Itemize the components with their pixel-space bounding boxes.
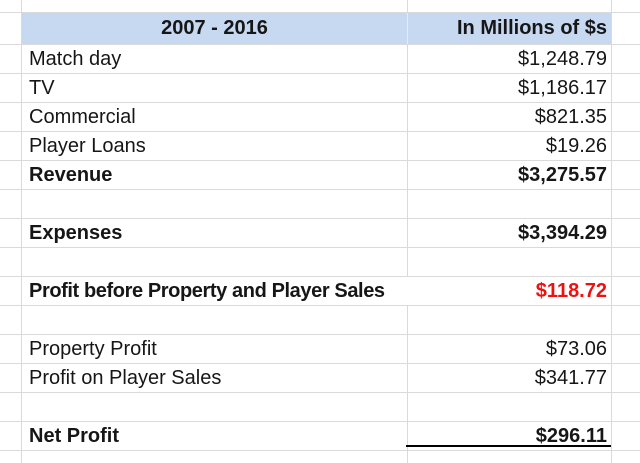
row-profit-before-sales: Profit before Property and Player Sales … <box>0 277 640 306</box>
row-bottom-partial <box>0 451 640 463</box>
cell-label[interactable]: Player Loans <box>22 132 408 160</box>
cell-empty[interactable] <box>22 451 408 463</box>
cell-empty[interactable] <box>408 0 612 12</box>
cell-value[interactable]: $118.72 <box>408 277 612 305</box>
row-top-partial <box>0 0 640 13</box>
cell-empty[interactable] <box>408 190 612 218</box>
left-margin-cell <box>0 451 22 463</box>
left-margin-cell <box>0 364 22 392</box>
cell-label[interactable]: Expenses <box>22 219 408 247</box>
right-margin-cell <box>612 364 640 392</box>
right-margin-cell <box>612 0 640 12</box>
cell-empty[interactable] <box>22 0 408 12</box>
cell-value[interactable]: $19.26 <box>408 132 612 160</box>
row-spacer-2 <box>0 248 640 277</box>
cell-empty[interactable] <box>408 451 612 463</box>
row-spacer-3 <box>0 306 640 335</box>
cell-empty[interactable] <box>408 306 612 334</box>
cell-value[interactable]: $3,394.29 <box>408 219 612 247</box>
cell-value[interactable]: $1,186.17 <box>408 74 612 102</box>
cell-empty[interactable] <box>22 393 408 421</box>
left-margin-cell <box>0 335 22 363</box>
cell-empty[interactable] <box>408 393 612 421</box>
cell-value[interactable]: $1,248.79 <box>408 45 612 73</box>
row-player-sales-profit: Profit on Player Sales $341.77 <box>0 364 640 393</box>
right-margin-cell <box>612 451 640 463</box>
left-margin-cell <box>0 277 22 305</box>
row-expenses: Expenses $3,394.29 <box>0 219 640 248</box>
left-margin-cell <box>0 393 22 421</box>
row-spacer-1 <box>0 190 640 219</box>
cell-label[interactable]: Revenue <box>22 161 408 189</box>
cell-value[interactable]: $73.06 <box>408 335 612 363</box>
right-margin-cell <box>612 219 640 247</box>
right-margin-cell <box>612 13 640 44</box>
cell-label[interactable]: Profit before Property and Player Sales <box>29 279 385 302</box>
right-margin-cell <box>612 132 640 160</box>
row-property-profit: Property Profit $73.06 <box>0 335 640 364</box>
right-margin-cell <box>612 277 640 305</box>
left-margin-cell <box>0 161 22 189</box>
right-margin-cell <box>612 393 640 421</box>
right-margin-cell <box>612 74 640 102</box>
grand-total-underline <box>406 445 611 447</box>
cell-value[interactable]: $3,275.57 <box>408 161 612 189</box>
header-row: 2007 - 2016 In Millions of $s <box>0 13 640 45</box>
left-margin-cell <box>0 45 22 73</box>
row-net-profit: Net Profit $296.11 <box>0 422 640 451</box>
cell-value[interactable]: $821.35 <box>408 103 612 131</box>
right-margin-cell <box>612 190 640 218</box>
cell-label[interactable]: Property Profit <box>22 335 408 363</box>
cell-empty[interactable] <box>22 248 408 276</box>
cell-label[interactable]: Commercial <box>22 103 408 131</box>
cell-label[interactable]: Net Profit <box>22 422 408 450</box>
row-spacer-4 <box>0 393 640 422</box>
period-header-cell[interactable]: 2007 - 2016 <box>22 13 408 44</box>
right-margin-cell <box>612 306 640 334</box>
right-margin-cell <box>612 161 640 189</box>
cell-label[interactable]: Profit on Player Sales <box>22 364 408 392</box>
left-margin-cell <box>0 219 22 247</box>
row-tv: TV $1,186.17 <box>0 74 640 103</box>
cell-value[interactable]: $296.11 <box>406 422 612 450</box>
right-margin-cell <box>612 335 640 363</box>
cell-value[interactable]: $341.77 <box>408 364 612 392</box>
left-margin-cell <box>0 103 22 131</box>
left-margin-cell <box>0 0 22 12</box>
row-commercial: Commercial $821.35 <box>0 103 640 132</box>
row-revenue: Revenue $3,275.57 <box>0 161 640 190</box>
right-margin-cell <box>612 103 640 131</box>
left-margin-cell <box>0 306 22 334</box>
left-margin-cell <box>0 74 22 102</box>
right-margin-cell <box>612 422 640 450</box>
right-margin-cell <box>612 45 640 73</box>
left-margin-cell <box>0 13 22 44</box>
unit-header-cell[interactable]: In Millions of $s <box>408 13 612 44</box>
cell-empty[interactable] <box>22 190 408 218</box>
cell-empty[interactable] <box>408 248 612 276</box>
right-margin-cell <box>612 248 640 276</box>
row-match-day: Match day $1,248.79 <box>0 45 640 74</box>
left-margin-cell <box>0 248 22 276</box>
left-margin-cell <box>0 422 22 450</box>
row-player-loans: Player Loans $19.26 <box>0 132 640 161</box>
left-margin-cell <box>0 132 22 160</box>
cell-label[interactable]: TV <box>22 74 408 102</box>
cell-label[interactable]: Match day <box>22 45 408 73</box>
net-profit-value: $296.11 <box>535 424 607 447</box>
cell-empty[interactable] <box>22 306 408 334</box>
left-margin-cell <box>0 190 22 218</box>
